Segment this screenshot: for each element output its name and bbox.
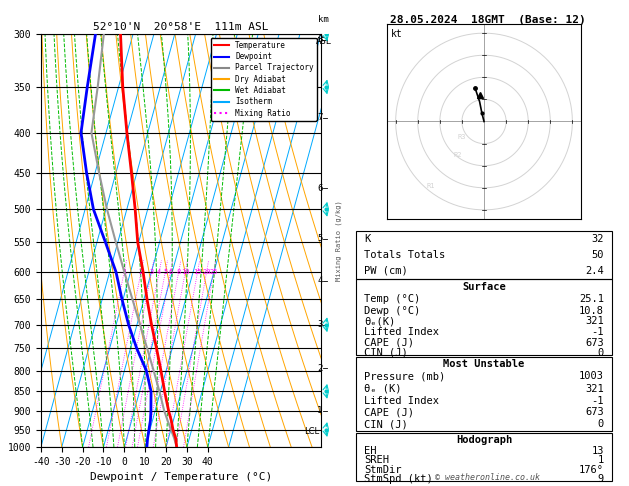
Text: Most Unstable: Most Unstable [443, 359, 525, 369]
Text: 13: 13 [592, 446, 604, 456]
Text: 15: 15 [193, 269, 202, 275]
X-axis label: Dewpoint / Temperature (°C): Dewpoint / Temperature (°C) [90, 472, 272, 483]
Text: Totals Totals: Totals Totals [364, 250, 445, 260]
Text: K: K [364, 234, 370, 244]
Text: 3: 3 [150, 269, 153, 275]
Text: 176°: 176° [579, 465, 604, 475]
Text: CIN (J): CIN (J) [364, 347, 408, 358]
Text: 4: 4 [157, 269, 162, 275]
Text: 5: 5 [317, 234, 323, 243]
Text: SREH: SREH [364, 455, 389, 466]
Text: 50: 50 [592, 250, 604, 260]
Bar [356, 357, 612, 431]
Text: 7: 7 [317, 113, 323, 122]
Text: 9: 9 [598, 474, 604, 484]
Y-axis label: hPa: hPa [0, 230, 2, 251]
Text: 28.05.2024  18GMT  (Base: 12): 28.05.2024 18GMT (Base: 12) [389, 15, 586, 25]
Text: 10.8: 10.8 [579, 306, 604, 316]
Text: EH: EH [364, 446, 376, 456]
Text: 10: 10 [181, 269, 189, 275]
Text: 1: 1 [598, 455, 604, 466]
Text: 8: 8 [317, 35, 323, 44]
Text: Dewp (°C): Dewp (°C) [364, 306, 420, 316]
Text: 1: 1 [317, 406, 323, 416]
Text: 25: 25 [209, 269, 218, 275]
Text: 5: 5 [163, 269, 167, 275]
Text: 673: 673 [586, 407, 604, 417]
Text: 1: 1 [122, 269, 126, 275]
Text: kt: kt [391, 29, 403, 39]
Legend: Temperature, Dewpoint, Parcel Trajectory, Dry Adiabat, Wet Adiabat, Isotherm, Mi: Temperature, Dewpoint, Parcel Trajectory… [211, 38, 317, 121]
Text: 673: 673 [586, 338, 604, 347]
Text: Mixing Ratio (g/kg): Mixing Ratio (g/kg) [335, 200, 342, 281]
Text: Lifted Index: Lifted Index [364, 396, 439, 405]
Text: 8: 8 [177, 269, 181, 275]
Text: θₑ(K): θₑ(K) [364, 316, 395, 327]
Text: CAPE (J): CAPE (J) [364, 407, 414, 417]
Text: 6: 6 [317, 184, 323, 192]
Text: Pressure (mb): Pressure (mb) [364, 371, 445, 382]
Text: R3: R3 [458, 134, 466, 140]
Text: Lifted Index: Lifted Index [364, 327, 439, 337]
Text: 0: 0 [598, 347, 604, 358]
Text: 2.4: 2.4 [586, 266, 604, 276]
Text: CIN (J): CIN (J) [364, 419, 408, 429]
Bar [356, 231, 612, 279]
Text: PW (cm): PW (cm) [364, 266, 408, 276]
Text: 2: 2 [317, 364, 323, 373]
Text: -1: -1 [592, 396, 604, 405]
Text: CAPE (J): CAPE (J) [364, 338, 414, 347]
Text: θₑ (K): θₑ (K) [364, 384, 401, 394]
Text: 32: 32 [592, 234, 604, 244]
Title: 52°10'N  20°58'E  111m ASL: 52°10'N 20°58'E 111m ASL [93, 22, 269, 32]
Bar [356, 279, 612, 355]
Text: R2: R2 [454, 152, 462, 158]
Text: 321: 321 [586, 384, 604, 394]
Text: ASL: ASL [316, 37, 331, 47]
Text: km: km [318, 15, 329, 24]
Text: 0: 0 [598, 419, 604, 429]
Text: 20: 20 [203, 269, 211, 275]
Text: StmDir: StmDir [364, 465, 401, 475]
Text: © weatheronline.co.uk: © weatheronline.co.uk [435, 473, 540, 482]
Text: 1003: 1003 [579, 371, 604, 382]
Text: Temp (°C): Temp (°C) [364, 295, 420, 304]
Text: Surface: Surface [462, 281, 506, 292]
Text: -1: -1 [592, 327, 604, 337]
Text: StmSpd (kt): StmSpd (kt) [364, 474, 433, 484]
Text: 4: 4 [317, 277, 323, 285]
Text: 3: 3 [317, 320, 323, 329]
Text: 25.1: 25.1 [579, 295, 604, 304]
Text: 321: 321 [586, 316, 604, 327]
Text: Hodograph: Hodograph [456, 435, 512, 445]
Text: R1: R1 [426, 183, 435, 189]
Bar [356, 433, 612, 481]
Text: LCL: LCL [304, 427, 320, 436]
Text: 6: 6 [169, 269, 172, 275]
Text: 2: 2 [139, 269, 143, 275]
